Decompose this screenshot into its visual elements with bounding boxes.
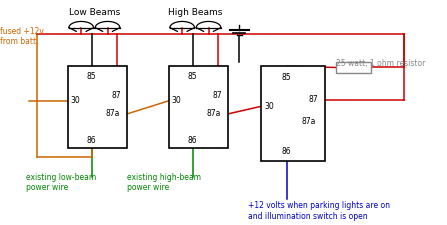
Text: existing low-beam
power wire: existing low-beam power wire [26, 173, 97, 192]
Bar [336, 62, 371, 73]
Text: 87: 87 [112, 90, 122, 99]
Text: 86: 86 [282, 147, 291, 156]
Text: 25 watt, 1 ohm resistor: 25 watt, 1 ohm resistor [336, 59, 425, 68]
Text: existing high-beam
power wire: existing high-beam power wire [127, 173, 201, 192]
Text: 86: 86 [87, 135, 97, 144]
Text: 85: 85 [282, 73, 291, 82]
Bar [169, 66, 228, 148]
Text: +12 volts when parking lights are on
and illumination switch is open: +12 volts when parking lights are on and… [248, 201, 390, 221]
Text: fused +12v
from batt.: fused +12v from batt. [0, 27, 44, 46]
Bar [68, 66, 127, 148]
Text: 87a: 87a [207, 109, 221, 118]
Text: 85: 85 [188, 72, 198, 81]
Text: High Beams: High Beams [168, 8, 223, 17]
Text: Low Beams: Low Beams [69, 8, 120, 17]
Text: 87a: 87a [105, 109, 120, 118]
Bar [261, 66, 325, 162]
Text: 30: 30 [71, 96, 80, 105]
Text: 87: 87 [213, 90, 223, 99]
Text: 86: 86 [188, 135, 198, 144]
Text: 85: 85 [87, 72, 97, 81]
Text: 30: 30 [172, 96, 181, 105]
Text: 87: 87 [308, 95, 318, 104]
Text: 87a: 87a [302, 117, 316, 126]
Text: 30: 30 [265, 102, 274, 111]
